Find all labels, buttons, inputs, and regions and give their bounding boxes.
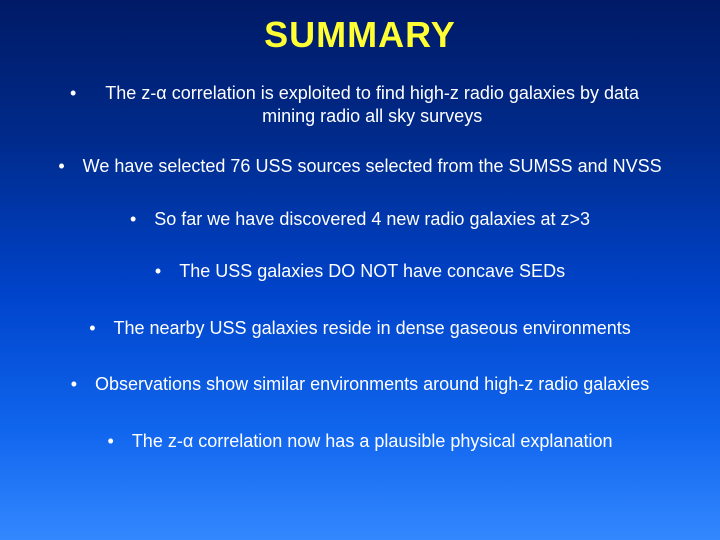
bullet-item: • The USS galaxies DO NOT have concave S… [30,260,690,283]
slide: SUMMARY • The z-α correlation is exploit… [0,0,720,540]
bullet-marker-icon: • [108,430,114,453]
bullet-text: The nearby USS galaxies reside in dense … [114,317,631,340]
bullet-item: • The nearby USS galaxies reside in dens… [30,317,690,340]
bullet-marker-icon: • [58,155,64,178]
bullet-text: So far we have discovered 4 new radio ga… [154,208,590,231]
bullet-marker-icon: • [70,82,76,105]
bullet-text: The z-α correlation is exploited to find… [94,82,650,127]
bullet-marker-icon: • [71,373,77,396]
bullet-marker-icon: • [155,260,161,283]
bullet-marker-icon: • [89,317,95,340]
bullet-text: The z-α correlation now has a plausible … [132,430,613,453]
bullet-item: • The z-α correlation is exploited to fi… [70,82,650,127]
bullet-item: • So far we have discovered 4 new radio … [30,208,690,231]
bullet-item: • We have selected 76 USS sources select… [30,155,690,178]
bullet-text: Observations show similar environments a… [95,373,649,396]
bullet-item: • Observations show similar environments… [30,373,690,396]
slide-title: SUMMARY [30,14,690,56]
bullet-text: We have selected 76 USS sources selected… [83,155,662,178]
bullet-text: The USS galaxies DO NOT have concave SED… [179,260,565,283]
bullet-item: • The z-α correlation now has a plausibl… [30,430,690,453]
bullet-marker-icon: • [130,208,136,231]
